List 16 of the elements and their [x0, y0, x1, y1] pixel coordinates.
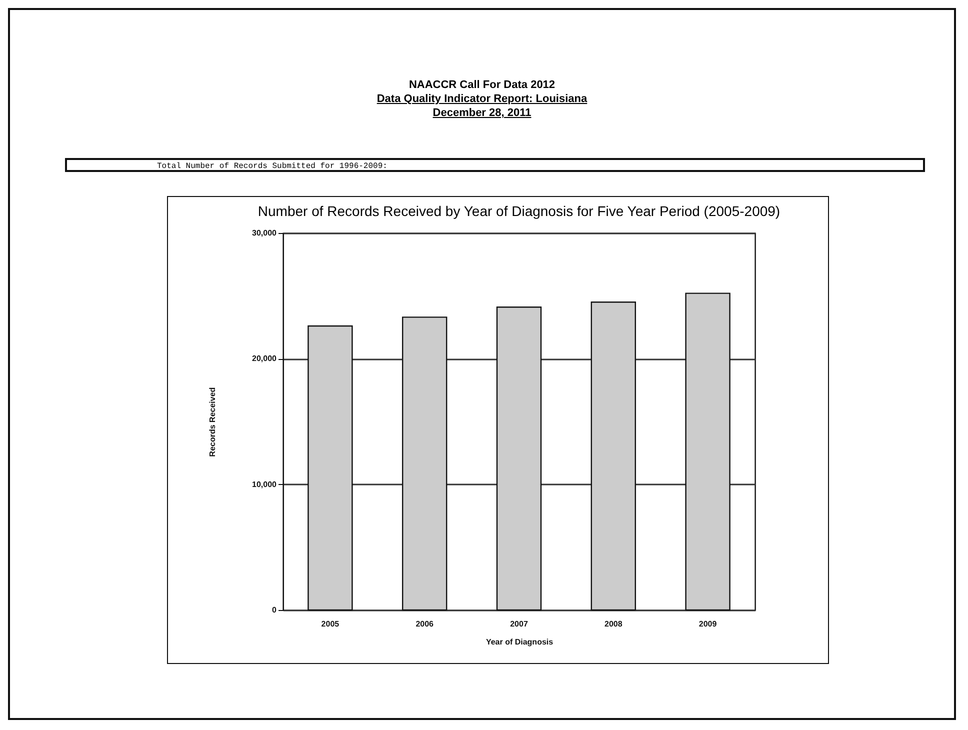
x-axis-title: Year of Diagnosis	[486, 638, 554, 646]
text: NAACCR Call For Data 2012	[408, 78, 556, 92]
y-tick-label: 20,000	[252, 354, 278, 364]
x-tick-label: 2008	[604, 620, 623, 628]
text: Data Quality Indicator Report: Louisiana	[376, 92, 588, 106]
text: December 28, 2011	[432, 106, 532, 120]
x-tick-label: 2005	[321, 620, 340, 628]
y-tick-label: 0	[272, 606, 278, 614]
x-tick-label: 2006	[416, 620, 434, 628]
text: Total Number of Records Submitted for 1996-2009:	[65, 158, 925, 172]
x-tick-label: 2009	[698, 620, 718, 628]
y-axis-title: Records Received	[208, 387, 218, 457]
x-tick-label: 2007	[510, 620, 528, 628]
chart-title: Number of Records Received by Year of Diagnosis for Five Year Period (2005-2009)	[258, 203, 780, 219]
y-tick-label: 30,000	[252, 228, 278, 238]
y-tick-label: 10,000	[252, 480, 278, 489]
